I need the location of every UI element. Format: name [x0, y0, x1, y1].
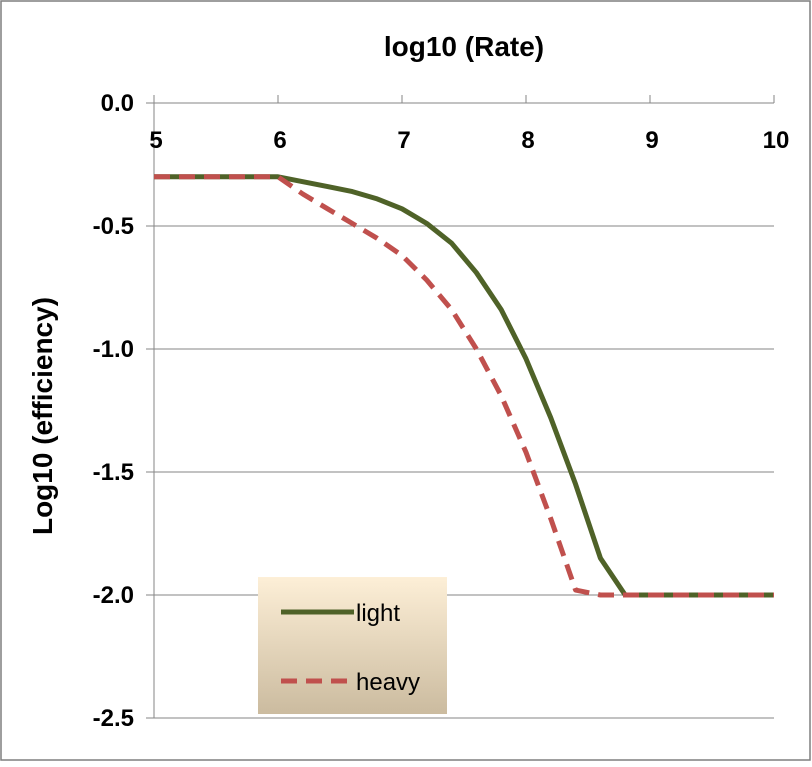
y-tick-label: -1.0 [93, 336, 134, 363]
y-tick-label: -2.5 [93, 705, 134, 732]
x-tick-label: 6 [273, 127, 286, 154]
y-tick-label: 0.0 [101, 90, 134, 117]
x-tick-label: 9 [645, 127, 658, 154]
y-axis-label: Log10 (efficiency) [27, 297, 58, 535]
x-tick-label: 7 [397, 127, 410, 154]
series-line-heavy [154, 174, 774, 598]
y-tick-label: -2.0 [93, 582, 134, 609]
series-lines [154, 174, 774, 598]
axes: 0.0 -0.5 -1.0 -1.5 -2.0 -2.5 5 6 7 8 9 10 [93, 90, 790, 732]
legend-label-light: light [356, 600, 400, 627]
x-tick-label: 8 [521, 127, 534, 154]
gridlines [154, 225, 774, 719]
y-tick-label: -1.5 [93, 459, 134, 486]
x-tick-label: 5 [149, 127, 162, 154]
x-tick-label: 10 [763, 127, 790, 154]
legend-label-heavy: heavy [356, 669, 420, 696]
legend: light heavy [258, 577, 447, 714]
y-tick-label: -0.5 [93, 213, 134, 240]
legend-box [258, 577, 447, 714]
chart-title: log10 (Rate) [384, 31, 544, 62]
